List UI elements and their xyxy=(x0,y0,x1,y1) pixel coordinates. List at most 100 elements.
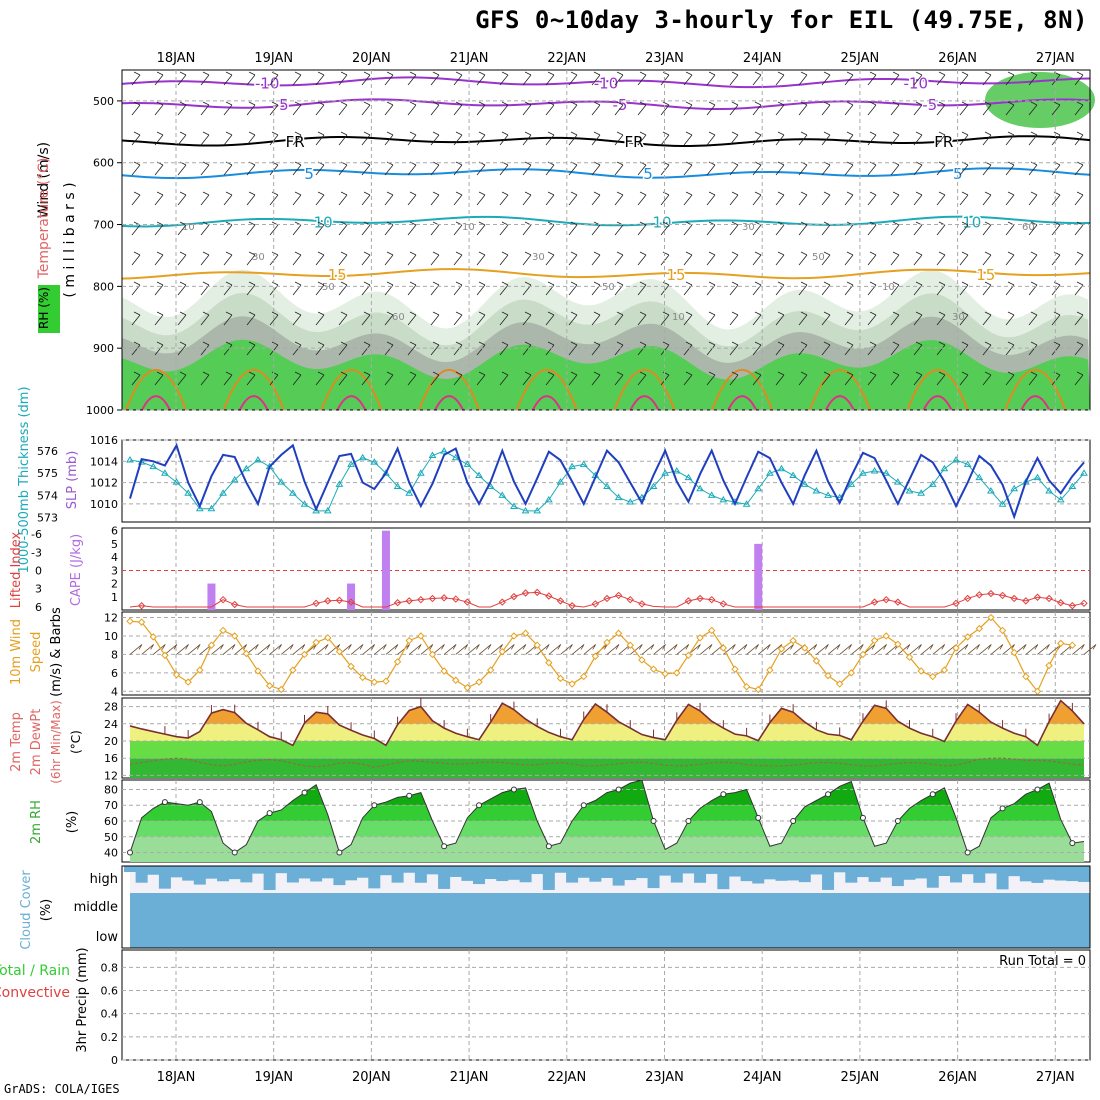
wind-barb xyxy=(890,221,900,236)
wind-speed-point xyxy=(405,636,413,645)
wind-speed-point xyxy=(428,650,437,659)
wind-barb xyxy=(453,341,463,356)
wind-barb xyxy=(936,371,946,386)
slp-series xyxy=(129,442,1085,520)
surface-barb xyxy=(153,644,166,655)
wind-speed-point xyxy=(696,634,704,642)
wind-barb xyxy=(890,311,900,326)
wind-barb xyxy=(729,311,739,326)
thickness-point xyxy=(882,469,891,476)
surface-barb xyxy=(734,644,748,655)
surface-barb xyxy=(280,644,294,655)
rh-band-70 xyxy=(122,339,1090,410)
cloud-high-bar xyxy=(659,866,672,876)
wind-barb xyxy=(637,311,647,326)
isotherm-label: 5 xyxy=(304,165,314,183)
surface-barb xyxy=(176,644,189,655)
wind-barb xyxy=(798,311,808,326)
cloud-high-bar xyxy=(531,866,544,875)
wind-speed-point xyxy=(242,649,251,658)
wind-barb xyxy=(315,101,325,116)
wind-barb xyxy=(1051,341,1061,356)
rh-point xyxy=(371,802,378,809)
thickness-point xyxy=(335,480,344,487)
li-point xyxy=(393,599,402,607)
wind-barb xyxy=(338,221,348,236)
wind-speed-point xyxy=(440,667,448,675)
grads-credit: GrADS: COLA/IGES xyxy=(4,1082,120,1096)
ylabel-cloud-unit: (%) xyxy=(39,899,54,922)
cloud-high-bar xyxy=(240,866,253,883)
wind-speed-point xyxy=(219,626,227,635)
wind-barb xyxy=(1051,221,1061,236)
wind-speed-point xyxy=(917,667,925,675)
wind-barb xyxy=(177,161,187,176)
wind-barb xyxy=(384,221,394,236)
isotherm-label: 10 xyxy=(962,213,981,231)
cloud-high-bar xyxy=(705,866,718,874)
wind-barb xyxy=(798,131,808,146)
wind-barb xyxy=(453,281,463,296)
ylabel-dewpt: 2m DewPt xyxy=(29,709,44,776)
wind-barb xyxy=(614,101,624,116)
wind-speed-point xyxy=(707,626,716,635)
cloud-high-bar xyxy=(973,866,986,883)
surface-barb xyxy=(1013,644,1027,655)
wind-barb xyxy=(407,371,417,386)
wind-speed-point xyxy=(591,652,600,660)
rh-contour-label: 10 xyxy=(462,222,475,233)
cloud-high-bar xyxy=(647,866,660,889)
wind-barb xyxy=(545,311,555,326)
cloud-level-label: middle xyxy=(74,900,118,915)
precip-tick-label: 0.8 xyxy=(101,961,119,974)
wind-barb xyxy=(407,131,417,146)
ylabel-li: Lifted Index xyxy=(9,531,24,608)
wind-speed-point xyxy=(824,671,832,680)
rh-tick-label: 40 xyxy=(104,847,118,860)
cloud-high-bar xyxy=(356,866,369,878)
cloud-high-bar xyxy=(938,866,951,877)
wind-barb xyxy=(706,101,716,116)
li-tick-label: -3 xyxy=(31,546,42,559)
rh-contour-label: 10 xyxy=(882,282,895,293)
surface-barb xyxy=(397,644,410,655)
wind-barb xyxy=(154,281,164,296)
wind-barb xyxy=(982,131,992,146)
li-point xyxy=(1080,599,1088,608)
wind-barb xyxy=(1005,71,1015,86)
wind-barb xyxy=(729,251,739,266)
li-point xyxy=(556,597,565,605)
thickness-point xyxy=(230,475,239,483)
wind-barb xyxy=(292,311,302,326)
cloud-high-bar xyxy=(263,866,276,890)
surface-barb xyxy=(548,644,562,655)
cloud-high-bar xyxy=(996,866,1009,890)
wind-barb xyxy=(821,251,831,266)
temp-tick-label: 16 xyxy=(104,752,118,765)
wind-barb xyxy=(729,371,739,386)
hot-contour xyxy=(531,395,562,411)
wind-speed-point xyxy=(358,673,367,682)
slp-tick-label: 1010 xyxy=(90,498,118,511)
wind-barb xyxy=(775,251,785,266)
wind-barb xyxy=(752,341,762,356)
cloud-high-bar xyxy=(205,866,218,879)
surface-barb xyxy=(571,644,585,655)
wind-barb xyxy=(338,311,348,326)
surface-barb xyxy=(420,644,434,655)
li-point xyxy=(545,592,553,600)
wind-speed-point xyxy=(545,659,553,667)
wind-speed-point xyxy=(347,662,355,671)
wind-barb xyxy=(154,191,164,206)
wind-barb xyxy=(407,101,417,116)
wind-barb xyxy=(844,161,854,176)
thickness-point xyxy=(358,453,367,461)
wind-barb xyxy=(752,101,762,116)
wind-speed-point xyxy=(161,651,169,660)
li-point xyxy=(684,597,693,605)
cloud-high-bar xyxy=(217,866,230,882)
wind-barb xyxy=(637,101,647,116)
rh-point xyxy=(859,814,866,821)
precip-tick-label: 0.4 xyxy=(101,1008,119,1021)
wind-speed-point xyxy=(1045,661,1053,670)
